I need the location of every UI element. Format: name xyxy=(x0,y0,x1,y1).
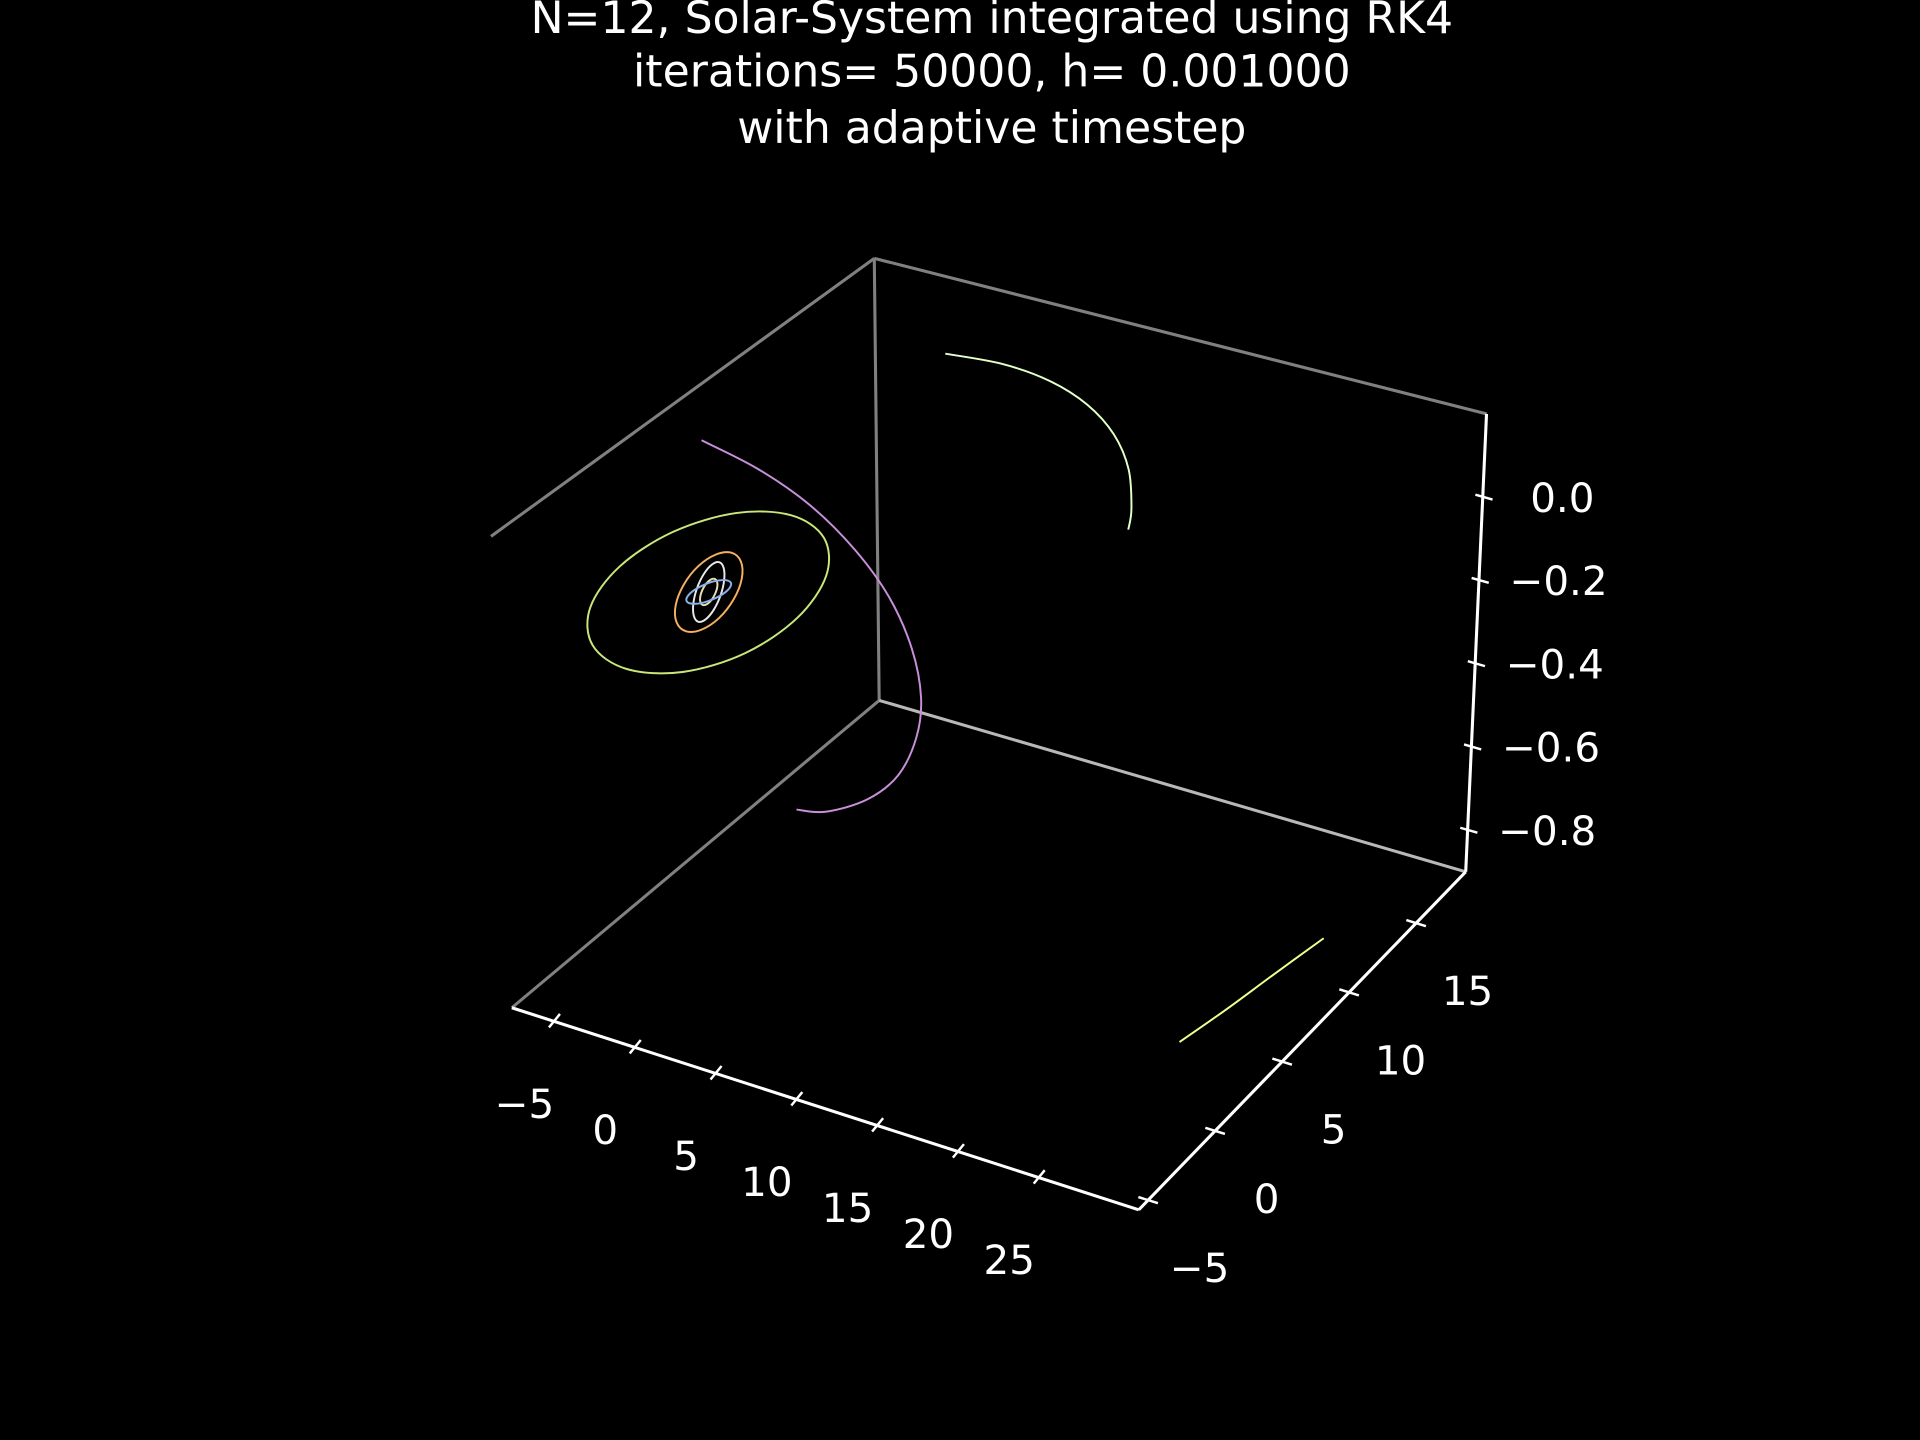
x-tick xyxy=(709,1065,723,1081)
orbit xyxy=(673,551,744,633)
x-tick-label: 15 xyxy=(822,1184,873,1232)
axis-edge xyxy=(1137,870,1467,1211)
x-tick-label: −5 xyxy=(495,1080,555,1128)
x-tick-label: 0 xyxy=(592,1106,618,1154)
orbit xyxy=(586,510,831,675)
z-tick xyxy=(1471,576,1490,585)
z-tick xyxy=(1459,826,1478,834)
axis-edge xyxy=(511,1006,1140,1212)
chart-title: with adaptive timestep xyxy=(737,103,1246,154)
z-tick-label: −0.6 xyxy=(1502,724,1600,772)
axis-edge xyxy=(1464,413,1489,872)
z-tick xyxy=(1463,743,1482,751)
y-tick xyxy=(1338,988,1360,997)
x-tick xyxy=(790,1091,804,1107)
y-tick-label: 0 xyxy=(1254,1175,1280,1223)
x-tick xyxy=(548,1013,561,1029)
z-tick xyxy=(1475,493,1493,501)
y-tick xyxy=(1271,1057,1293,1066)
orbit xyxy=(1178,937,1325,1043)
z-tick-label: 0.0 xyxy=(1530,474,1594,522)
z-tick-label: −0.8 xyxy=(1498,807,1596,855)
chart-title: N=12, Solar-System integrated using RK4 xyxy=(531,0,1454,44)
y-tick xyxy=(1137,1195,1159,1205)
orbit xyxy=(692,561,726,623)
y-tick-label: 5 xyxy=(1321,1106,1347,1154)
orbit xyxy=(685,579,733,605)
orbit xyxy=(945,352,1133,530)
axis-edge xyxy=(510,699,881,1009)
x-tick-label: 10 xyxy=(741,1158,792,1206)
z-tick-label: −0.4 xyxy=(1506,640,1604,688)
axis-edge xyxy=(873,256,1487,416)
y-tick-label: −5 xyxy=(1170,1244,1230,1292)
z-tick xyxy=(1467,660,1486,668)
axis-edge xyxy=(878,698,1467,874)
chart-title: iterations= 50000, h= 0.001000 xyxy=(633,47,1351,98)
x-tick-label: 5 xyxy=(673,1132,699,1180)
x-tick xyxy=(628,1039,642,1055)
orbit xyxy=(701,439,923,814)
x-tick-label: 20 xyxy=(903,1210,954,1258)
x-tick xyxy=(951,1143,965,1159)
axis-edge xyxy=(872,258,881,701)
y-tick xyxy=(1405,918,1427,928)
x-tick-label: 25 xyxy=(984,1236,1035,1284)
y-tick xyxy=(1204,1126,1226,1136)
x-tick xyxy=(871,1117,885,1133)
axis-edge xyxy=(490,257,876,538)
z-tick-label: −0.2 xyxy=(1510,557,1608,605)
x-tick xyxy=(1032,1169,1046,1185)
y-tick-label: 10 xyxy=(1375,1036,1426,1084)
y-tick-label: 15 xyxy=(1442,967,1493,1015)
